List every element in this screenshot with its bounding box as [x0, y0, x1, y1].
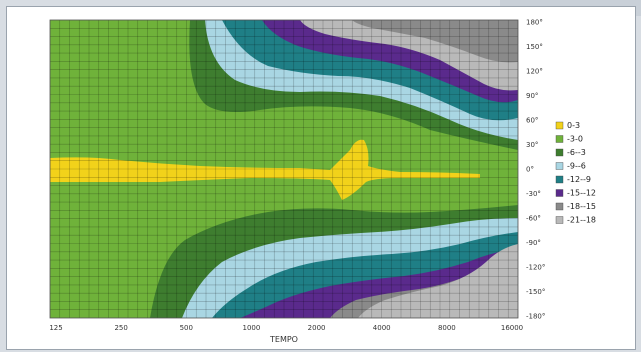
y-axis: 180° 150° 120° 90° 60° 30° 0° -30° -60° -90° -120°… [526, 19, 545, 321]
y-tick-label: -180° [526, 313, 545, 321]
y-tick-label: 60° [526, 117, 538, 125]
x-axis-title: TEMPO [269, 335, 298, 344]
legend-label: -12--9 [567, 175, 591, 184]
legend-label: -3-0 [567, 135, 583, 144]
y-tick-label: -150° [526, 288, 545, 296]
legend-swatch [555, 135, 564, 143]
contour-top-darkgray [352, 20, 518, 63]
x-tick-label: 8000 [438, 324, 456, 332]
x-tick-label: 4000 [373, 324, 391, 332]
x-tick-label: 1000 [243, 324, 261, 332]
x-axis: 125 250 500 1000 2000 4000 8000 16000 [49, 324, 523, 332]
y-tick-label: 180° [526, 19, 543, 27]
x-tick-label: 250 [114, 324, 127, 332]
x-tick-label: 125 [49, 324, 62, 332]
legend-swatch [555, 189, 564, 197]
x-tick-label: 16000 [501, 324, 523, 332]
legend-swatch [555, 216, 564, 224]
y-tick-label: -120° [526, 264, 545, 272]
plot-border [49, 19, 519, 319]
legend-swatch [555, 175, 564, 184]
plot-area [50, 20, 518, 318]
y-tick-label: -30° [526, 190, 541, 198]
legend-label: -21--18 [567, 216, 596, 225]
legend-label: 0-3 [567, 121, 580, 130]
y-tick-label: -60° [526, 215, 541, 223]
x-tick-label: 500 [180, 324, 193, 332]
y-tick-label: -90° [526, 239, 541, 247]
legend-label: -9--6 [567, 162, 586, 171]
y-tick-label: 30° [526, 141, 538, 149]
legend-swatch [555, 162, 564, 170]
y-tick-label: 150° [526, 43, 543, 51]
plot-grid [50, 20, 518, 318]
y-tick-label: 120° [526, 68, 543, 76]
x-tick-label: 2000 [308, 324, 326, 332]
legend-swatch [555, 148, 564, 157]
contour-yellow [50, 139, 480, 200]
legend-label: -6--3 [567, 148, 586, 157]
legend-swatch [555, 202, 564, 211]
legend: 0-3 -3-0 -6--3 -9--6 -12--9 -15--12 -18--15 -21… [555, 121, 596, 225]
legend-swatch [555, 121, 564, 130]
legend-label: -15--12 [567, 189, 596, 198]
contour-bot-gray [358, 244, 518, 318]
y-tick-label: 90° [526, 92, 538, 100]
y-tick-label: 0° [526, 166, 534, 174]
legend-label: -18--15 [567, 202, 596, 211]
